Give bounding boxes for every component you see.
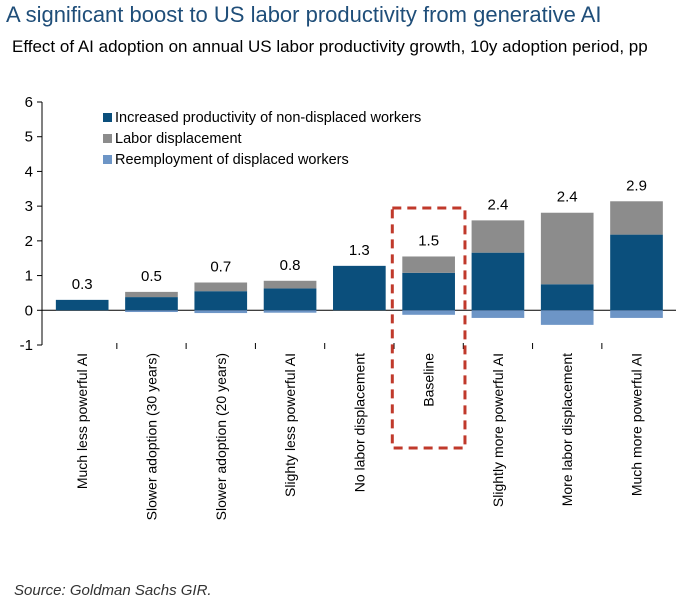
x-tick-label: Baseline (421, 353, 437, 407)
y-tick-label: 6 (25, 94, 33, 111)
bar-segment-reemployment (540, 310, 594, 325)
bar-segment-displacement (263, 280, 317, 289)
x-tick-label: No labor displacement (351, 353, 367, 492)
data-label: 0.7 (210, 259, 231, 276)
bar-segment-displacement (125, 291, 178, 298)
bar-segment-productivity (125, 297, 178, 311)
chart-area: 6 5 4 3 2 1 0 -1 0.3 Much less powerful AI 0.5 Slo… (20, 94, 676, 520)
label-layer: 0.3 Much less powerful AI 0.5 Slower adopti… (72, 177, 647, 520)
x-tick-label: Much less powerful AI (74, 353, 90, 489)
y-tick-label: 4 (25, 163, 33, 180)
data-label: 1.3 (349, 242, 370, 259)
y-tick-label: 1 (25, 268, 33, 285)
bar-segment-productivity (263, 288, 317, 311)
chart-title: A significant boost to US labor producti… (6, 2, 602, 27)
y-tick-label: 3 (25, 198, 33, 215)
baseline-highlight-box (390, 206, 467, 450)
bar-segment-productivity (55, 299, 109, 311)
data-label: 0.3 (72, 276, 93, 293)
legend-swatch (103, 155, 112, 164)
legend-label: Reemployment of displaced workers (115, 152, 349, 168)
data-label: 2.4 (557, 189, 578, 206)
bar-segment-productivity (540, 284, 594, 311)
data-label: 0.8 (280, 257, 301, 274)
x-tick-label: Slower adoption (20 years) (213, 353, 229, 520)
bar-segment-reemployment (610, 310, 663, 318)
legend-label: Labor displacement (115, 131, 242, 147)
x-tick-label: Much more powerful AI (629, 353, 645, 496)
bar-segment-productivity (402, 272, 455, 311)
bar-segment-displacement (610, 201, 663, 235)
y-tick-label: -1 (20, 337, 33, 354)
data-label: 2.9 (626, 177, 647, 194)
source-note: Source: Goldman Sachs GIR. (14, 582, 212, 599)
bar-segment-productivity (333, 265, 386, 311)
bar-segment-reemployment (263, 310, 317, 313)
bar-segment-displacement (471, 220, 525, 253)
legend-swatch (103, 113, 112, 122)
x-tick-label: Slighty less powerful AI (282, 353, 298, 497)
bar-segment-reemployment (402, 310, 455, 315)
bar-segment-reemployment (125, 310, 178, 313)
bar-segment-productivity (610, 234, 663, 311)
y-tick-label: 2 (25, 233, 33, 250)
y-tick-label: 5 (25, 129, 33, 146)
data-label: 2.4 (487, 196, 508, 213)
bar-segment-reemployment (471, 310, 525, 318)
y-tick-label: 0 (25, 302, 33, 319)
x-tick-label: More labor displacement (559, 353, 575, 506)
bar-layer (55, 201, 663, 325)
bar-segment-productivity (471, 252, 525, 311)
data-label: 1.5 (418, 232, 439, 249)
data-label: 0.5 (141, 268, 162, 285)
bar-segment-displacement (402, 256, 455, 273)
legend-swatch (103, 134, 112, 143)
chart-subtitle: Effect of AI adoption on annual US labor… (12, 37, 648, 56)
x-tick-label: Slower adoption (30 years) (143, 353, 159, 520)
x-tick-label: Slightly more powerful AI (490, 353, 506, 507)
legend-label: Increased productivity of non-displaced … (115, 110, 421, 126)
bar-segment-productivity (194, 291, 248, 311)
bar-segment-displacement (540, 212, 594, 285)
bar-segment-displacement (194, 282, 248, 292)
legend: Increased productivity of non-displaced … (103, 110, 421, 168)
bar-segment-reemployment (194, 310, 248, 314)
